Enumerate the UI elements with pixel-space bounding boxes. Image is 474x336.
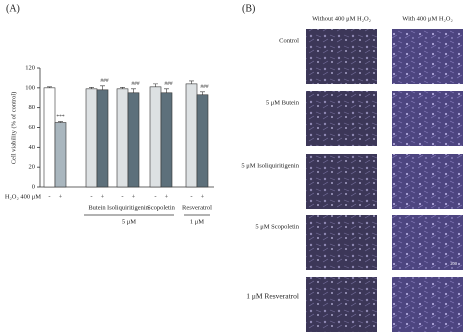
error-bar [131, 88, 136, 93]
error-bar [189, 80, 194, 84]
micrograph [392, 215, 463, 270]
x-tick-label: + [201, 193, 205, 200]
bar [127, 92, 140, 188]
error-bar [200, 91, 205, 95]
x-tick-label: - [48, 193, 50, 200]
significance: ### [164, 81, 173, 87]
error-bar [58, 121, 63, 123]
x-axis-label: H₂O₂ 400 μM [5, 193, 41, 200]
x-tick-label: - [90, 193, 92, 200]
category-label: Butein [88, 204, 106, 211]
bar [43, 87, 56, 188]
y-tick-label: 60 [29, 124, 36, 131]
bar [54, 122, 67, 188]
category-label: Scopoletin [147, 204, 176, 211]
bar [160, 92, 173, 188]
x-tick-label: - [121, 193, 123, 200]
micrograph [306, 215, 377, 270]
micrograph [306, 154, 377, 209]
error-bar [164, 88, 169, 93]
micrograph [392, 91, 463, 146]
micrograph [306, 91, 377, 146]
column-header: Without 400 μM H₂O₂ [312, 15, 371, 22]
bar [85, 88, 98, 188]
row-label: 5 μM Isoliquiritigenin [241, 162, 299, 169]
bar [196, 94, 209, 188]
y-tick-label: 40 [29, 144, 36, 151]
micrograph [306, 29, 377, 84]
group-label: 1 μM [190, 218, 204, 225]
bar [149, 86, 162, 188]
significance: ### [131, 81, 140, 87]
bar [96, 89, 109, 188]
row-label: 1 μM Resveratrol [246, 292, 299, 301]
x-tick-label: + [101, 193, 105, 200]
row-label: 5 μM Butein [266, 99, 300, 106]
significance: ### [200, 84, 209, 90]
y-tick-label: 100 [25, 84, 35, 91]
micrograph [392, 29, 463, 84]
panel-label: (B) [242, 3, 255, 14]
bar [185, 83, 198, 188]
column-header: With 400 μM H₂O₂ [402, 15, 453, 22]
micrograph [306, 277, 377, 332]
y-axis-label: Cell viability (% of control) [10, 92, 17, 165]
y-tick-label: 120 [25, 64, 35, 71]
significance: *** [56, 114, 65, 120]
error-bar [89, 87, 94, 89]
x-tick-label: + [165, 193, 169, 200]
row-label: Control [279, 37, 299, 44]
x-tick-label: - [154, 193, 156, 200]
significance: ### [100, 78, 109, 84]
row-label: 5 μM Scopoletin [255, 223, 299, 230]
panel-label: (A) [6, 3, 20, 14]
scale-bar-label: 200 [450, 261, 458, 266]
group-label: 5 μM [122, 218, 136, 225]
error-bar [100, 85, 105, 90]
y-tick-label: 80 [29, 104, 36, 111]
micrograph [392, 277, 463, 332]
bar [116, 88, 129, 188]
error-bar [153, 83, 158, 87]
micrograph [392, 154, 463, 209]
y-tick-label: 20 [29, 164, 36, 171]
x-tick-label: + [132, 193, 136, 200]
y-tick-label: 0 [32, 183, 35, 190]
error-bar [47, 86, 52, 88]
error-bar [120, 87, 125, 89]
x-tick-label: - [190, 193, 192, 200]
category-label: Resveratrol [182, 204, 212, 211]
category-label: Isoliquiritigenin [107, 204, 150, 211]
x-tick-label: + [59, 193, 63, 200]
